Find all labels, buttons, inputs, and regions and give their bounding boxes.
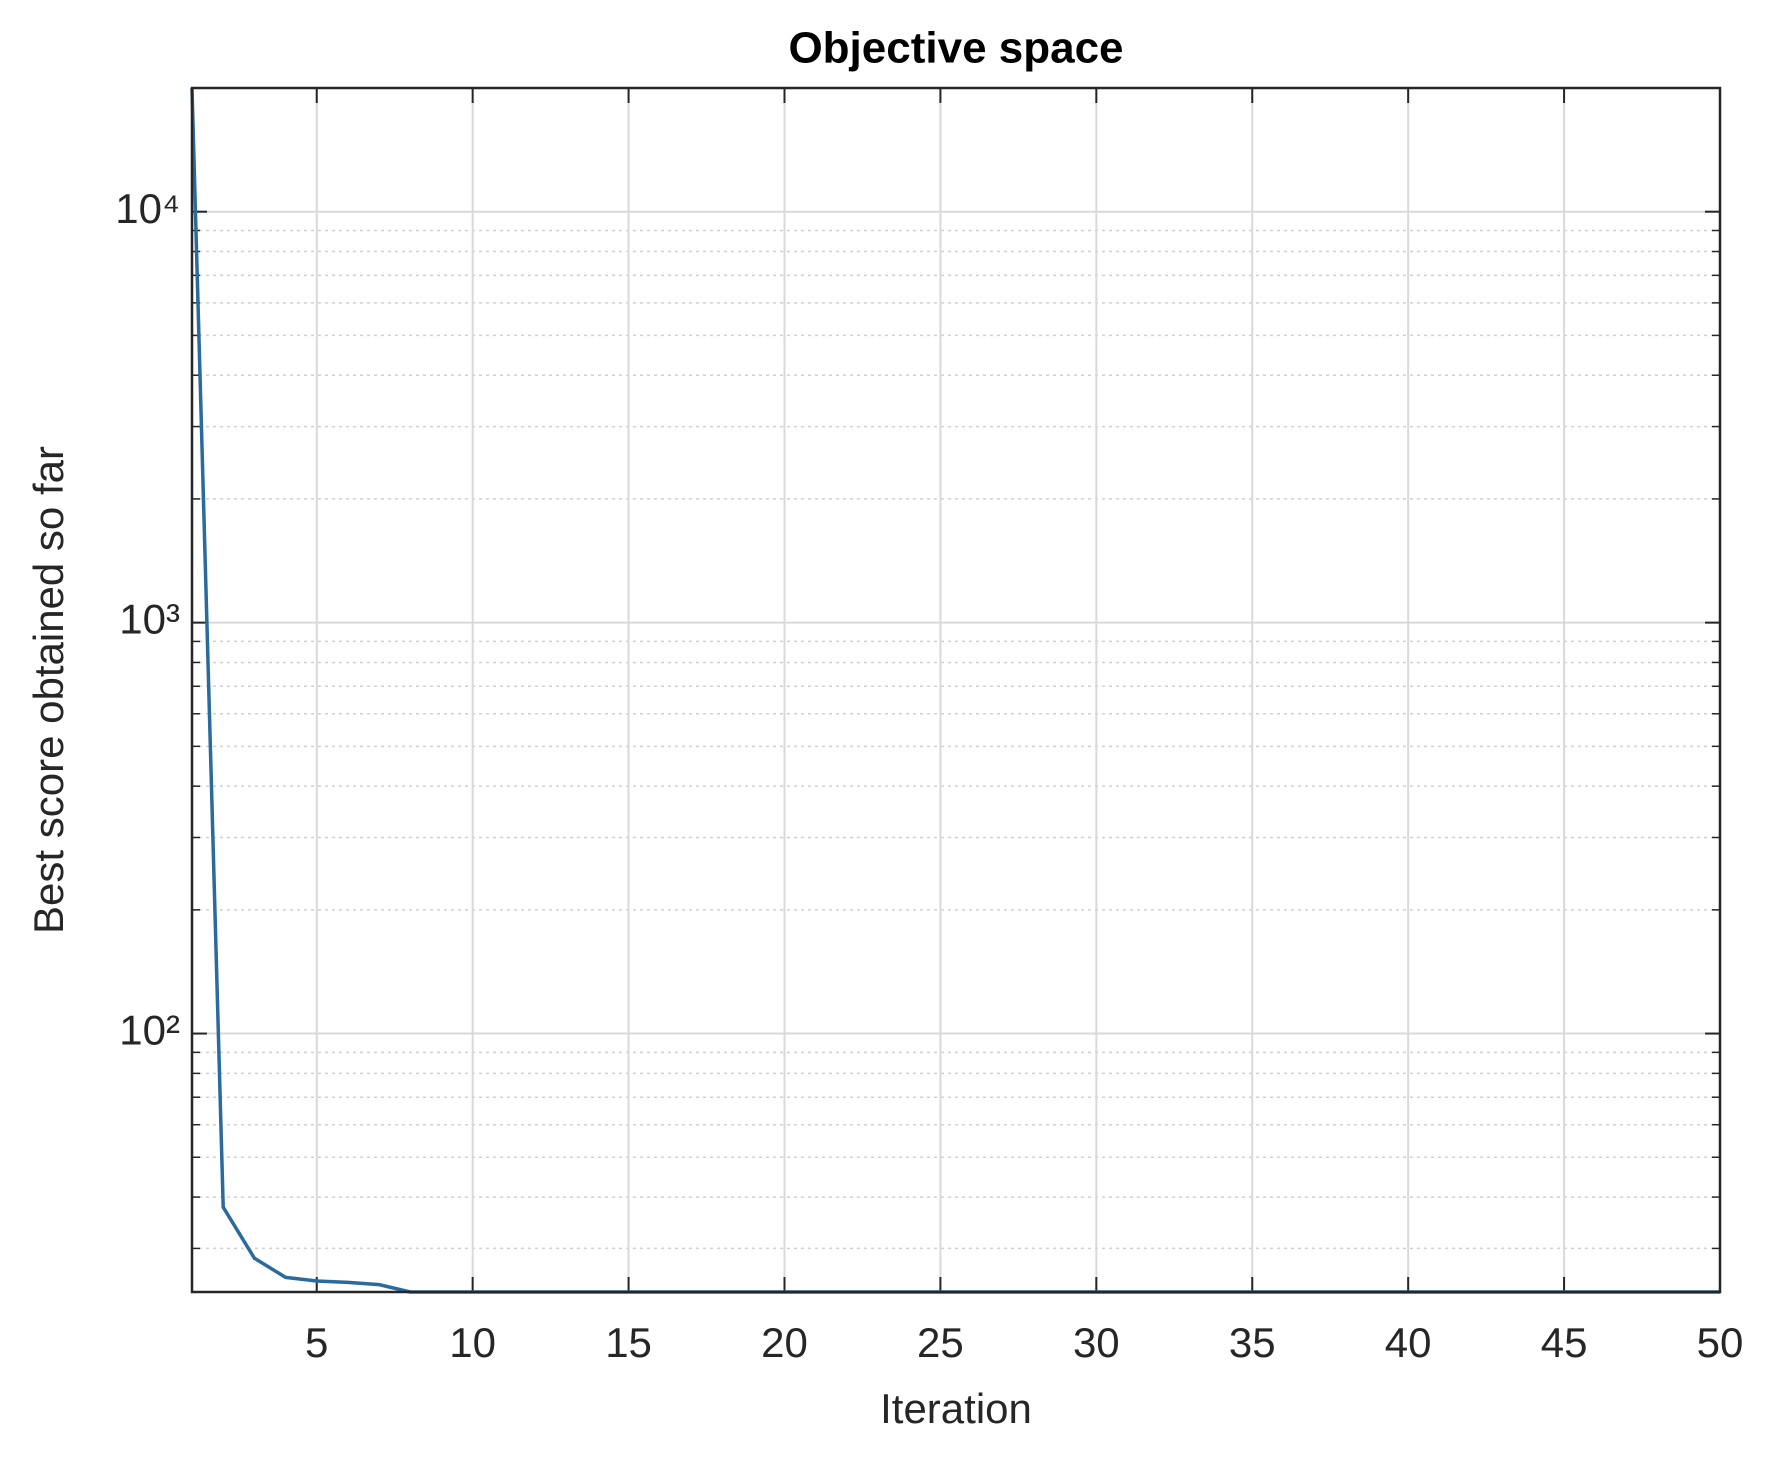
axes-box: [190, 86, 1722, 1294]
x-tick-label: 20: [761, 1319, 808, 1366]
x-tick-label: 30: [1073, 1319, 1120, 1366]
y-axis-label: Best score obtained so far: [25, 446, 72, 934]
x-tick-label: 5: [305, 1319, 328, 1366]
y-tick-label: 10⁴: [115, 185, 180, 232]
x-tick-label: 50: [1697, 1319, 1744, 1366]
x-axis-label: Iteration: [880, 1385, 1032, 1432]
x-tick-label: 40: [1385, 1319, 1432, 1366]
y-tick-label: 10²: [119, 1007, 180, 1054]
x-tick-label: 10: [449, 1319, 496, 1366]
x-tick-label: 25: [917, 1319, 964, 1366]
plot-area: [192, 88, 1720, 1292]
x-tick-label: 15: [605, 1319, 652, 1366]
x-tick-label: 45: [1541, 1319, 1588, 1366]
y-tick-label: 10³: [119, 596, 180, 643]
chart-title: Objective space: [788, 24, 1123, 73]
x-tick-label: 35: [1229, 1319, 1276, 1366]
